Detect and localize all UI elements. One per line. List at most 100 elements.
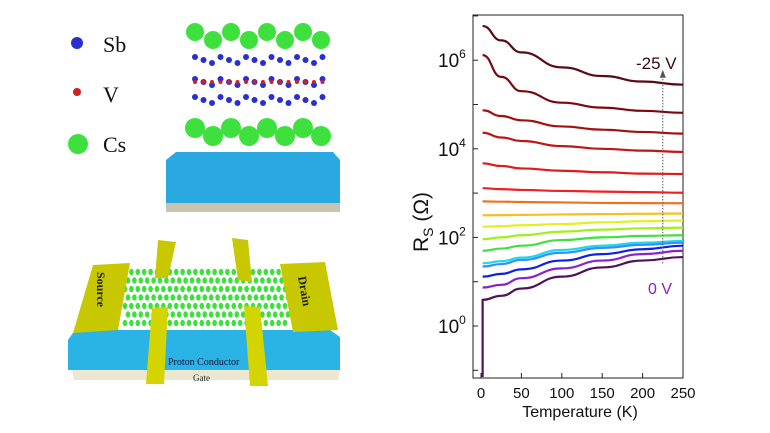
proton-conductor-label: Proton Conductor (168, 357, 240, 368)
sb-atom (251, 57, 258, 63)
channel-atom (167, 302, 173, 310)
channel-atom (282, 319, 288, 327)
channel-atom (129, 302, 134, 310)
channel-atom (170, 277, 176, 284)
channel-atom (266, 294, 272, 301)
channel-atom (189, 294, 195, 301)
sb-atom (260, 82, 266, 88)
channel-atom (218, 302, 224, 310)
series-line-10 (482, 226, 684, 241)
sb-atom (311, 100, 317, 106)
channel-atom (196, 294, 201, 301)
x-tick-label: 100 (549, 385, 574, 402)
y-label-unit: (Ω) (410, 192, 433, 222)
sb-atom (268, 54, 275, 60)
channel-atom (122, 302, 128, 310)
channel-atom (237, 319, 243, 327)
v-atom (201, 80, 206, 84)
channel-atom (180, 302, 185, 310)
cs-atom (312, 31, 330, 49)
channel-atom (157, 277, 163, 284)
sb-atom-icon (71, 37, 83, 49)
channel-atom (151, 294, 156, 301)
channel-atom (129, 285, 134, 293)
illustration: Sb V Cs Source Drain Proton Conductor Ga… (68, 23, 340, 386)
y-tick-label: 106 (438, 47, 466, 72)
y-axis-label: RS (Ω) (410, 192, 436, 252)
channel-atom (129, 268, 134, 276)
channel-atom (199, 319, 205, 327)
sb-atom (234, 100, 241, 106)
channel-atom (141, 268, 147, 276)
cs-atom (186, 23, 204, 41)
sb-atom (243, 54, 249, 60)
channel-atom (135, 302, 141, 310)
sb-atom (294, 76, 300, 82)
channel-atom (263, 268, 269, 276)
channel-atom (221, 294, 227, 301)
channel-atom (253, 277, 259, 284)
channel-atom (122, 319, 128, 327)
channel-atom (193, 268, 198, 276)
legend-sb: Sb (103, 32, 126, 57)
sb-atom (302, 97, 309, 103)
channel-atom (250, 285, 256, 293)
v-atom (235, 80, 240, 84)
channel-atom (132, 294, 137, 301)
cs-atom (222, 23, 240, 41)
channel-atom (170, 311, 176, 318)
channel-atom (189, 277, 195, 284)
sb-atom (200, 57, 207, 63)
channel-atom (199, 302, 205, 310)
y-tick-label: 102 (438, 224, 466, 249)
ticks-group: 0 50 100 150 200 250 106 104 102 100 (438, 15, 696, 402)
sb-atom (319, 76, 326, 82)
channel-atom (176, 277, 182, 284)
channel-atom (272, 311, 278, 318)
channel-atom (234, 294, 240, 301)
device-schematic: Source Drain Proton Conductor Gate (68, 238, 340, 386)
channel-atom (218, 285, 224, 293)
series-line-13 (482, 241, 684, 268)
sb-atom (294, 54, 300, 60)
sb-atom (226, 97, 232, 103)
x-tick-label: 0 (477, 385, 485, 402)
channel-atom (276, 319, 281, 327)
channel-atom (125, 311, 131, 318)
series-group (481, 24, 684, 377)
channel-atom (257, 285, 262, 293)
sb-atom (302, 57, 309, 63)
v-atom (269, 80, 274, 84)
channel-atom (244, 285, 249, 293)
channel-atom (180, 285, 185, 293)
channel-atom (240, 311, 246, 318)
channel-atom (215, 311, 220, 318)
y-tick-label: 100 (438, 313, 466, 338)
channel-atom (234, 311, 240, 318)
element-legend: Sb V Cs (68, 32, 126, 157)
v-atom (210, 80, 214, 84)
channel-atom (237, 302, 243, 310)
channel-atom (225, 268, 230, 276)
channel-atom (260, 311, 265, 318)
channel-atom (183, 277, 188, 284)
y-label-main: R (410, 237, 433, 252)
channel-atom (212, 268, 217, 276)
channel-atom (240, 294, 246, 301)
plot-frame (472, 14, 684, 379)
sb-atom (243, 94, 249, 100)
series-line-7 (482, 200, 684, 205)
channel-atom (279, 311, 284, 318)
sb-atom (311, 60, 317, 66)
channel-atom (276, 285, 281, 293)
cs-atom (221, 118, 241, 138)
channel-atom (125, 294, 131, 301)
v-atom (227, 80, 231, 84)
channel-atom (231, 319, 237, 327)
sb-atom (285, 60, 292, 66)
arrow-head-icon (659, 69, 666, 78)
sb-atom (260, 60, 266, 66)
channel-atom (186, 268, 192, 276)
v-atom (261, 80, 265, 84)
